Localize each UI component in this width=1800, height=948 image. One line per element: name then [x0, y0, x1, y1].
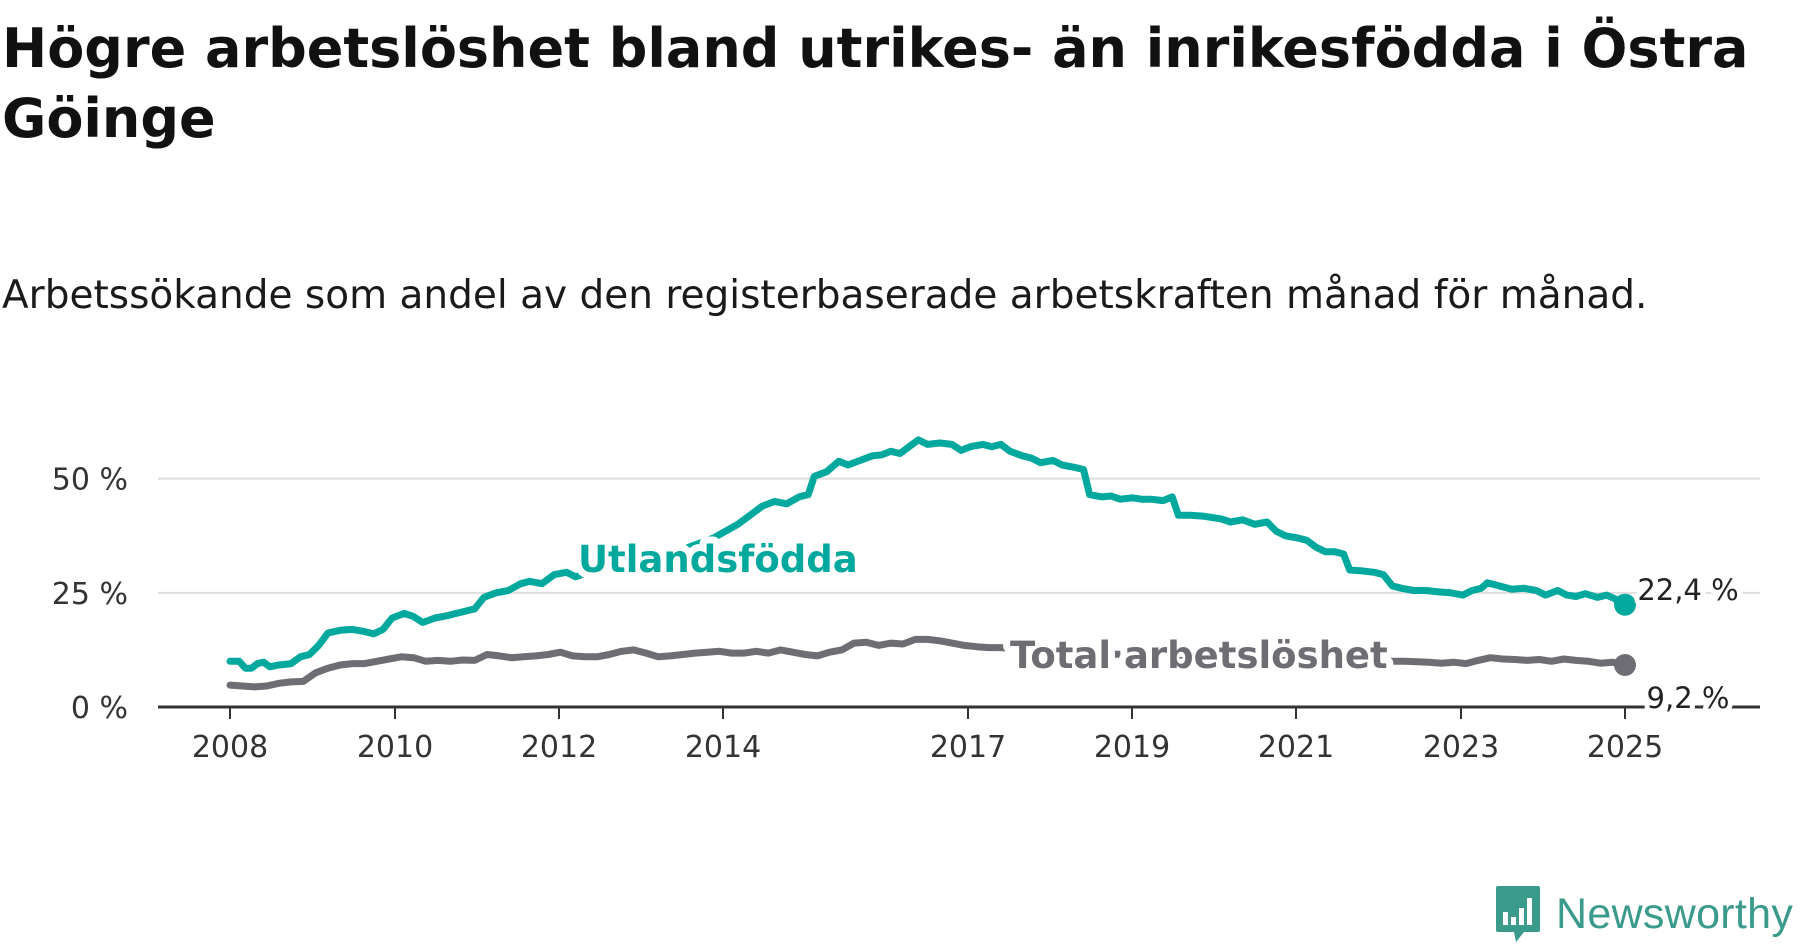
end-point-total — [1614, 653, 1636, 676]
end-label-utlandsfodda-halo: 22,4 % — [1637, 573, 1738, 607]
x-tick-label: 2010 — [357, 730, 433, 765]
end-label-utlandsfodda: 22,4 % — [1637, 573, 1738, 607]
series-label-utlandsfodda: Utlandsfödda — [578, 538, 858, 581]
x-axis: 2008 2010 2012 2014 2017 2019 2021 2023 2025 — [158, 705, 1760, 765]
end-label-total: 9,2 % — [1647, 681, 1730, 715]
series-line-total — [226, 635, 1629, 691]
series-label-total-halo: Total arbetslöshet — [1010, 634, 1388, 677]
newsworthy-logo-icon — [1496, 886, 1540, 942]
end-point-utlandsfodda — [1614, 593, 1636, 616]
series-label-utlandsfodda-halo: Utlandsfödda — [578, 538, 858, 581]
end-label-total-halo: 9,2 % — [1647, 681, 1730, 715]
x-tick-label: 2014 — [685, 730, 761, 765]
y-tick-label: 25 % — [52, 577, 128, 612]
x-tick-label: 2021 — [1258, 730, 1334, 765]
brand-name: Newsworthy — [1556, 889, 1794, 938]
chart-subtitle: Arbetssökande som andel av den registerb… — [2, 273, 1648, 318]
x-tick-label: 2019 — [1094, 730, 1170, 765]
series-line-utlandsfodda — [226, 436, 1629, 672]
x-tick-label: 2008 — [192, 730, 268, 765]
y-axis: 0 % 25 % 50 % — [52, 463, 128, 726]
x-tick-label: 2017 — [930, 730, 1006, 765]
series-label-total: Total arbetslöshet — [1010, 634, 1388, 677]
y-tick-label: 50 % — [52, 463, 128, 498]
y-tick-label: 0 % — [71, 691, 128, 726]
x-tick-label: 2025 — [1587, 730, 1663, 765]
x-tick-label: 2023 — [1423, 730, 1499, 765]
x-tick-label: 2012 — [521, 730, 597, 765]
series-lines — [226, 436, 1636, 691]
brand-logo: Newsworthy — [1494, 884, 1793, 944]
grid-lines — [158, 477, 1760, 594]
chart-title: Högre arbetslöshet bland utrikes- än inr… — [2, 17, 1749, 150]
